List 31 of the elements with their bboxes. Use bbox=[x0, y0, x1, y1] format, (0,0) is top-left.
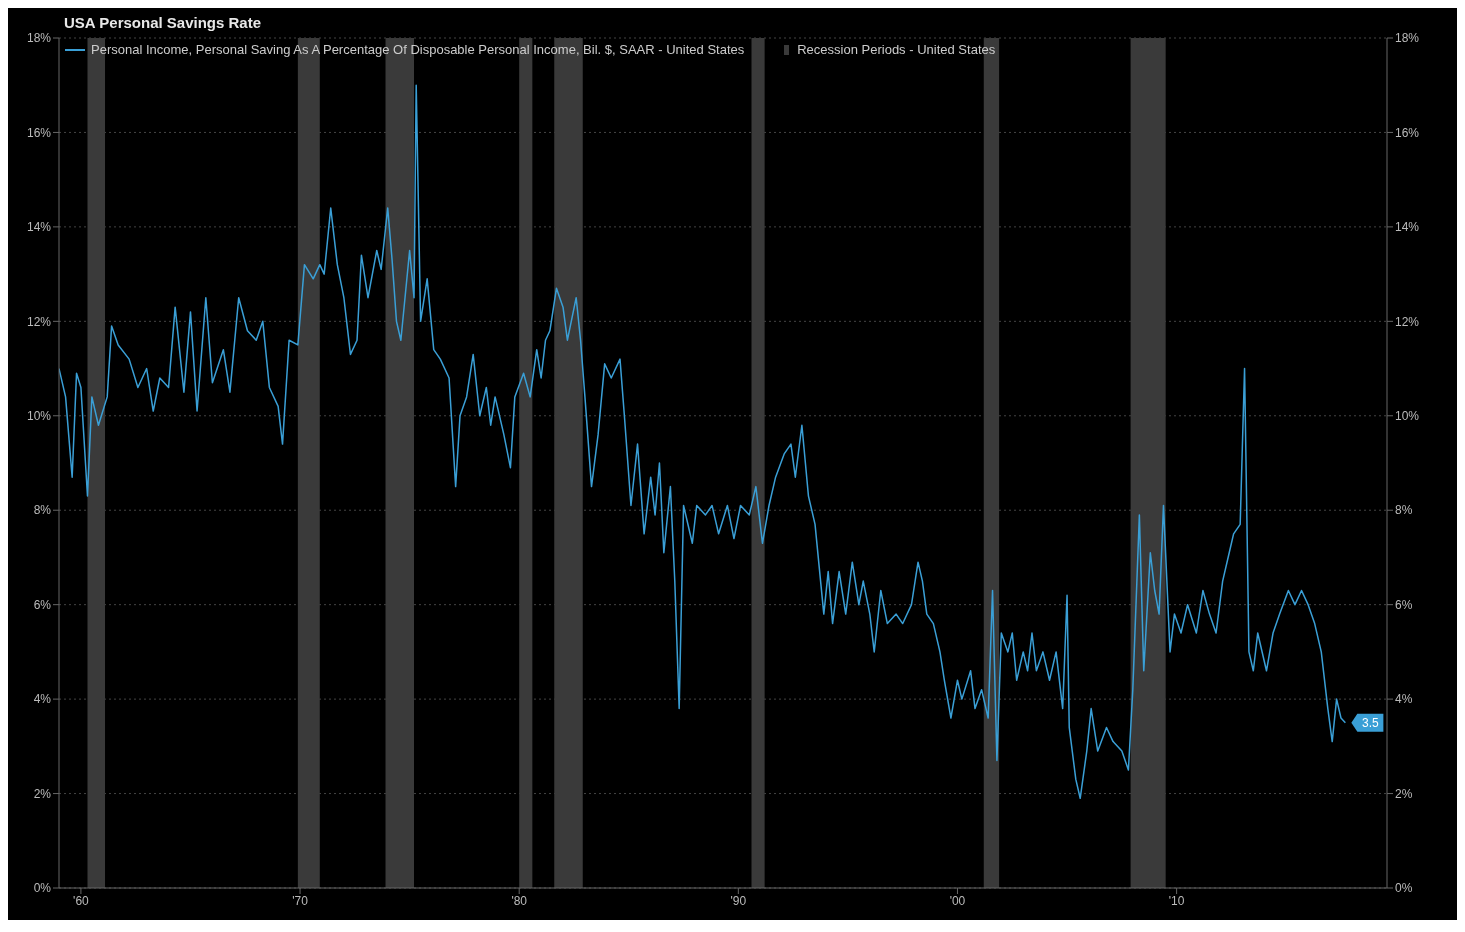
y-tick-label: 16% bbox=[26, 125, 52, 140]
y2-tick-label: 6% bbox=[1395, 597, 1413, 612]
line-series bbox=[59, 84, 1347, 800]
y2-tick-label: 10% bbox=[1395, 409, 1420, 424]
y2-tick-label: 12% bbox=[1395, 314, 1420, 329]
data-label: 3.5 bbox=[1362, 715, 1380, 730]
x-tick-label: '00 bbox=[949, 893, 966, 908]
y-tick-label: 6% bbox=[33, 597, 52, 612]
y-tick-label: 4% bbox=[33, 692, 52, 707]
y-tick-label: 12% bbox=[26, 314, 52, 329]
x-tick-label: '90 bbox=[730, 893, 747, 908]
y-tick-label: 2% bbox=[33, 786, 52, 801]
x-tick-label: '10 bbox=[1168, 893, 1185, 908]
x-tick-label: '80 bbox=[511, 893, 528, 908]
y2-tick-label: 16% bbox=[1395, 125, 1420, 140]
y-tick-label: 14% bbox=[26, 220, 52, 235]
legend-label: Personal Income, Personal Saving As A Percentage Of Disposable Personal Income, Bil. $, SAAR - United States bbox=[90, 42, 745, 57]
y2-tick-label: 2% bbox=[1395, 786, 1413, 801]
x-tick-label: '60 bbox=[73, 893, 90, 908]
y2-tick-label: 8% bbox=[1395, 503, 1413, 518]
y-tick-label: 0% bbox=[33, 881, 52, 896]
y-tick-label: 10% bbox=[26, 409, 52, 424]
y-tick-label: 8% bbox=[33, 503, 52, 518]
y2-tick-label: 14% bbox=[1395, 220, 1420, 235]
y2-tick-label: 4% bbox=[1395, 692, 1413, 707]
y2-tick-label: 18% bbox=[1395, 31, 1420, 46]
annotation: Recession Periods - United States bbox=[796, 42, 996, 57]
y2-tick-label: 0% bbox=[1395, 881, 1413, 896]
x-tick-label: '70 bbox=[292, 893, 309, 908]
chart-title: USA Personal Savings Rate bbox=[64, 14, 262, 31]
y-tick-label: 18% bbox=[26, 31, 52, 46]
